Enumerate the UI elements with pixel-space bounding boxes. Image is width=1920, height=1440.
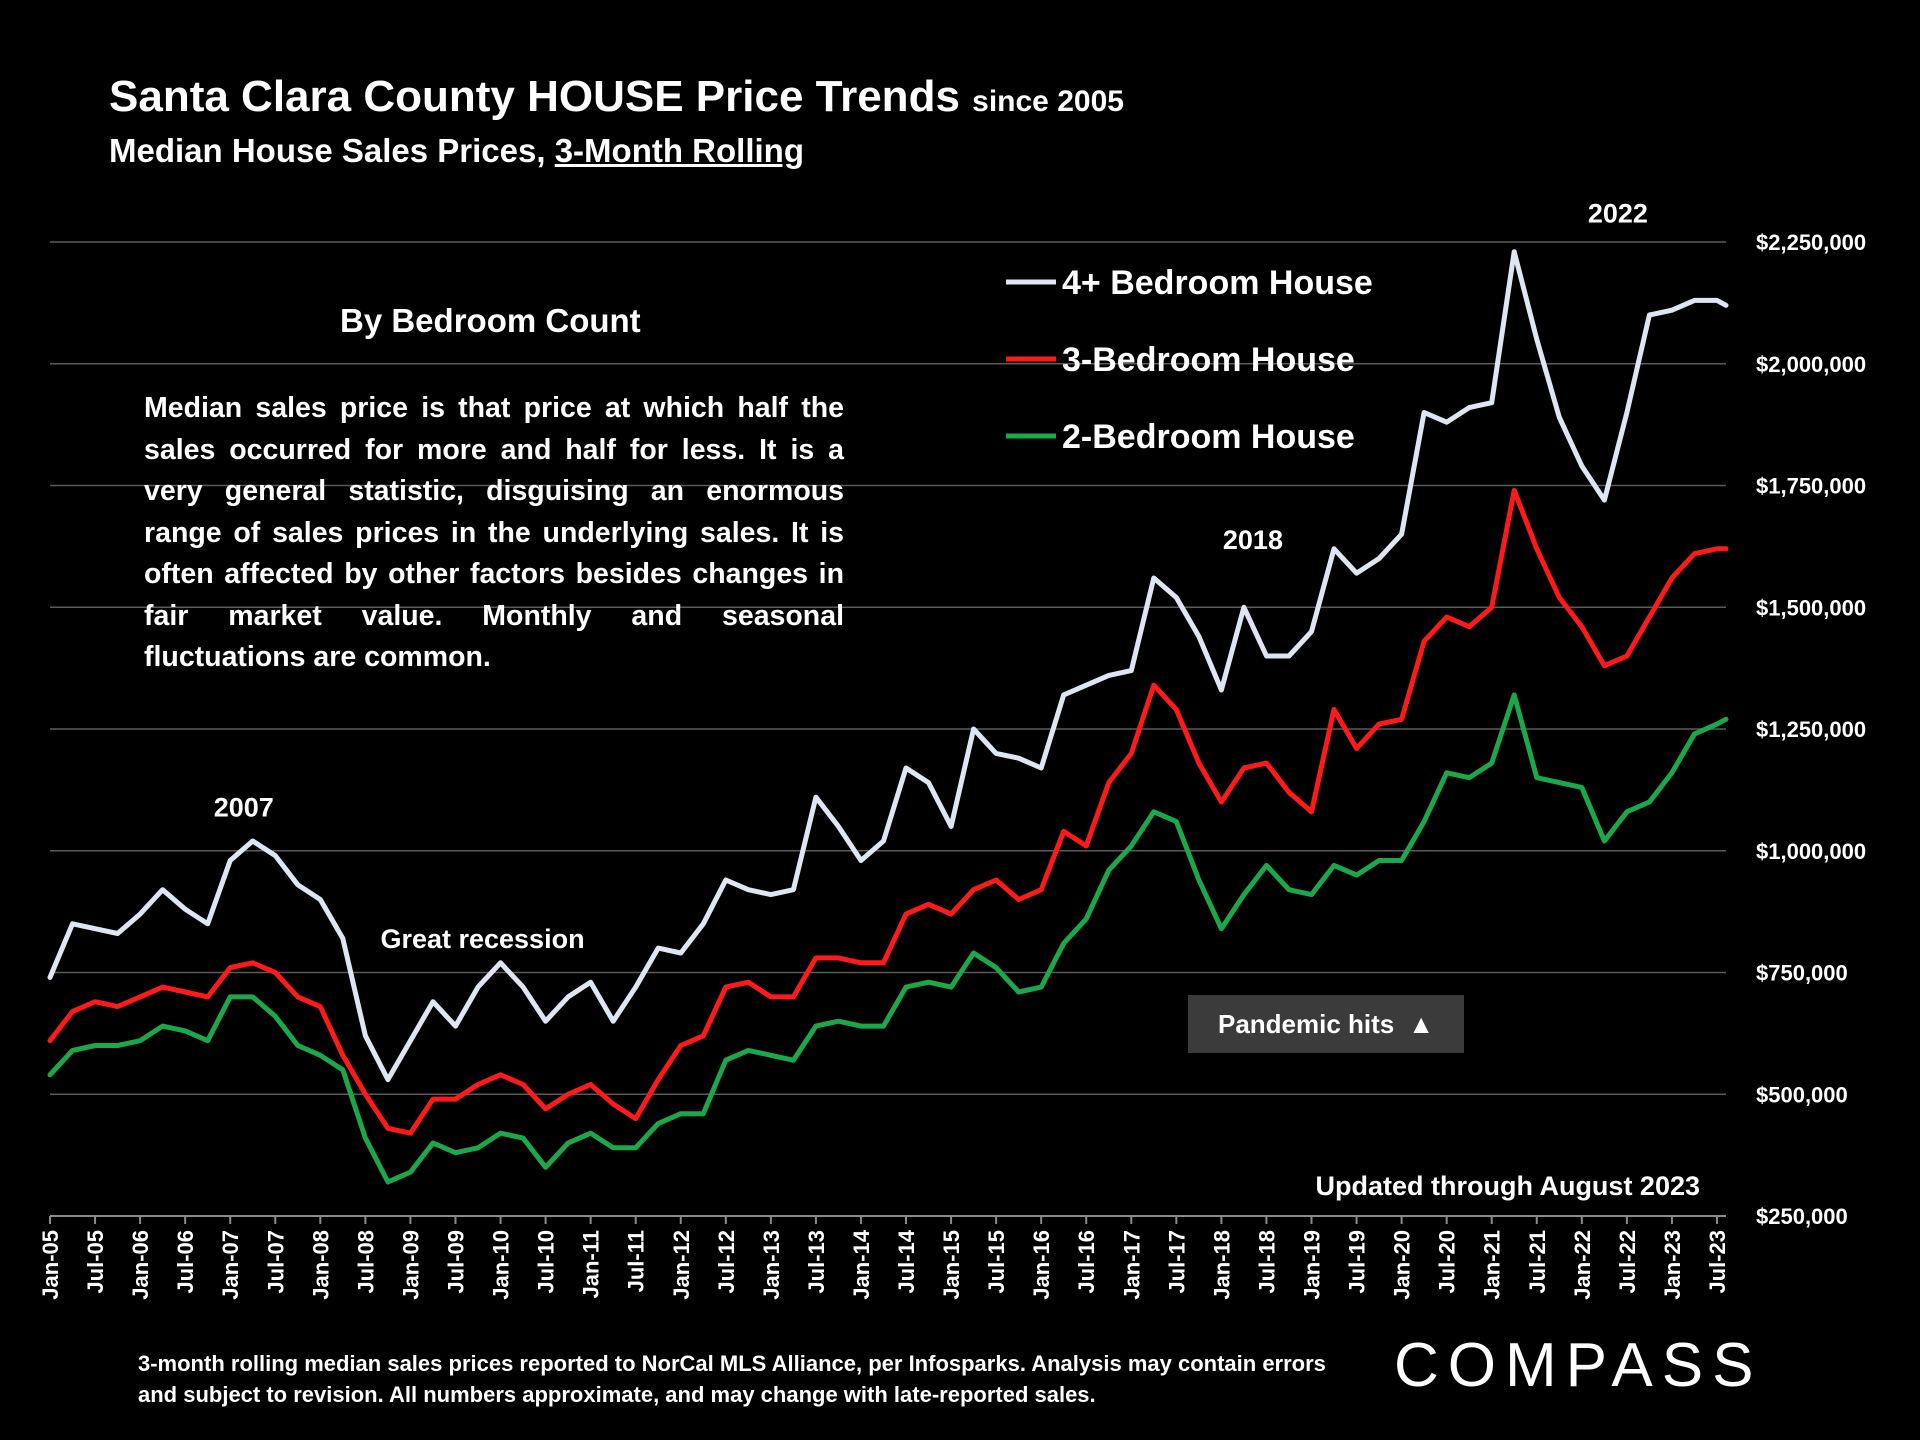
y-tick-label: $250,000 (1756, 1204, 1848, 1229)
x-tick-label: Jan-05 (38, 1230, 63, 1300)
x-tick-label: Jan-15 (939, 1230, 964, 1300)
x-tick-label: Jan-13 (759, 1230, 784, 1300)
x-tick-label: Jan-09 (398, 1230, 423, 1300)
x-tick-label: Jul-20 (1435, 1230, 1460, 1294)
x-tick-label: Jan-20 (1390, 1230, 1415, 1300)
x-tick-label: Jan-22 (1570, 1230, 1595, 1300)
legend-label: 4+ Bedroom House (1062, 264, 1373, 302)
footnote: 3-month rolling median sales prices repo… (138, 1351, 1326, 1407)
y-tick-label: $750,000 (1756, 961, 1848, 986)
x-tick-label: Jan-17 (1119, 1230, 1144, 1300)
title-suffix: since 2005 (972, 85, 1124, 118)
gridlines (50, 241, 1726, 1095)
x-tick-label: Jan-07 (218, 1230, 243, 1300)
x-tick-label: Jul-10 (534, 1230, 559, 1294)
x-tick-label: Jan-19 (1300, 1230, 1325, 1300)
chart-title: Santa Clara County HOUSE Price Trends si… (109, 72, 1124, 121)
series-line-2 (47, 487, 1729, 1136)
pandemic-label: Pandemic hits (1217, 1008, 1395, 1039)
peak-label: 2007 (214, 793, 274, 823)
legend-label: 2-Bedroom House (1062, 418, 1355, 456)
x-tick-label: Jan-18 (1209, 1230, 1234, 1300)
x-tick-label: Jul-17 (1164, 1230, 1189, 1294)
x-tick-label: Jul-11 (624, 1230, 649, 1292)
x-tick-label: Jul-21 (1525, 1230, 1550, 1294)
x-tick-label: Jul-13 (804, 1230, 829, 1294)
x-tick-label: Jan-23 (1660, 1230, 1685, 1300)
x-tick-label: Jan-12 (669, 1230, 694, 1300)
series-line-3 (47, 692, 1729, 1185)
x-tick-label: Jan-16 (1029, 1230, 1054, 1300)
y-tick-label: $2,000,000 (1756, 352, 1866, 377)
x-axis: Jan-05 Jul-05 Jan-06 Jul-06 Jan-07 Jul-07 Jan-… (38, 1215, 1730, 1300)
subtitle-underlined: 3-Month Rolling (554, 132, 804, 169)
x-tick-label: Jul-16 (1074, 1230, 1099, 1294)
x-tick-label: Jan-21 (1480, 1230, 1505, 1300)
x-tick-label: Jul-07 (263, 1230, 288, 1294)
y-tick-label: $500,000 (1756, 1082, 1848, 1107)
x-tick-label: Jul-15 (984, 1230, 1009, 1294)
x-tick-label: Jul-14 (894, 1229, 919, 1293)
description-heading: By Bedroom Count (340, 302, 641, 339)
y-tick-label: $1,750,000 (1756, 474, 1866, 499)
peak-label: 2018 (1223, 525, 1283, 555)
series-lines (47, 249, 1729, 1185)
legend-label: 3-Bedroom House (1062, 341, 1355, 379)
x-tick-label: Jan-11 (579, 1230, 604, 1299)
x-tick-label: Jul-06 (173, 1230, 198, 1294)
x-tick-label: Jan-08 (308, 1230, 333, 1300)
x-tick-label: Jul-18 (1254, 1230, 1279, 1294)
x-tick-label: Jul-19 (1345, 1230, 1370, 1294)
peak-label: 2022 (1588, 199, 1648, 229)
y-tick-label: $1,000,000 (1756, 839, 1866, 864)
legend: 4+ Bedroom House 3-Bedroom House 2-Bedroom… (1006, 264, 1373, 456)
peak-label: Great recession (380, 924, 584, 954)
y-tick-label: $1,500,000 (1756, 595, 1866, 620)
x-tick-label: Jul-22 (1615, 1230, 1640, 1294)
y-axis: $250,000 $500,000 $750,000 $1,000,000 $1,250… (1756, 230, 1866, 1229)
description-text: Median sales price is that price at whic… (144, 392, 844, 673)
updated-note: Updated through August 2023 (1315, 1171, 1700, 1201)
x-tick-label: Jul-23 (1705, 1230, 1730, 1294)
chart-annotations: 2007 2018 2022 Great recession Updated throu… (214, 199, 1700, 1201)
x-tick-label: Jan-14 (849, 1229, 874, 1299)
x-tick-label: Jul-05 (83, 1230, 108, 1294)
x-tick-label: Jul-08 (353, 1230, 378, 1294)
x-tick-label: Jan-10 (489, 1230, 514, 1300)
y-tick-label: $1,250,000 (1756, 717, 1866, 742)
triangle-up-icon: ▲ (1408, 1008, 1434, 1039)
series-line-1 (47, 249, 1729, 1083)
x-tick-label: Jul-09 (443, 1230, 468, 1294)
compass-logo: COMPASS (1394, 1331, 1763, 1400)
pandemic-annotation: Pandemic hits ▲ (1188, 995, 1464, 1053)
x-tick-label: Jul-12 (714, 1230, 739, 1294)
y-tick-label: $2,250,000 (1756, 230, 1866, 255)
x-tick-label: Jan-06 (128, 1230, 153, 1300)
chart-subtitle: Median House Sales Prices, 3-Month Rolli… (109, 132, 804, 169)
